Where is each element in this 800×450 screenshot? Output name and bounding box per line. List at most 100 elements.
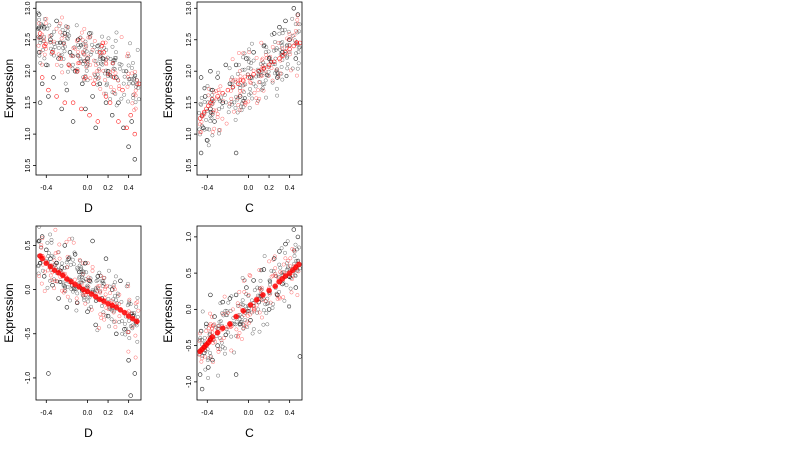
data-point: [206, 103, 211, 109]
background-sample-point: [282, 298, 287, 303]
background-sample-point: [81, 261, 86, 266]
background-sample-point: [89, 31, 94, 36]
data-point: [204, 106, 209, 112]
background-sample-point: [42, 269, 47, 274]
x-axis-label: D: [84, 426, 93, 440]
background-sample-point: [217, 107, 222, 111]
background-sample-point: [259, 66, 264, 71]
x-tick-label: 0.0: [244, 185, 254, 192]
background-sample-point: [127, 81, 131, 86]
background-sample-point: [98, 312, 103, 317]
background-sample-point: [246, 99, 251, 104]
x-tick-label: 0.2: [103, 185, 113, 192]
background-sample-point: [59, 63, 64, 68]
background-sample-point: [258, 62, 263, 66]
background-sample-point: [204, 137, 209, 142]
data-point: [203, 94, 208, 99]
data-point: [59, 106, 64, 112]
background-sample-point: [94, 50, 99, 55]
background-sample-point: [117, 320, 122, 324]
background-sample-point: [94, 75, 99, 80]
background-sample-point: [286, 266, 291, 271]
background-sample-point: [221, 98, 225, 103]
background-sample-point: [297, 45, 302, 50]
background-sample-point: [64, 239, 69, 244]
series-2: [197, 261, 302, 355]
background-sample-point: [220, 105, 224, 110]
background-sample-point: [290, 277, 294, 282]
background-sample-point: [208, 329, 213, 334]
background-sample-point: [111, 297, 116, 302]
background-sample-point: [70, 257, 75, 262]
background-sample-point: [286, 258, 291, 263]
fit-point: [209, 334, 216, 340]
background-sample-point: [285, 66, 290, 71]
background-sample-point: [95, 82, 100, 87]
x-axis-label: D: [84, 201, 93, 215]
data-point: [36, 12, 42, 17]
data-point: [126, 358, 131, 363]
background-sample-point: [53, 44, 58, 49]
background-sample-point: [113, 71, 118, 76]
background-sample-point: [120, 319, 125, 324]
background-sample-point: [85, 261, 90, 266]
data-point: [291, 6, 296, 11]
background-sample-point: [131, 81, 136, 86]
background-sample-point: [134, 78, 139, 83]
background-sample-point: [274, 46, 279, 51]
background-sample-point: [230, 57, 235, 62]
background-sample-point: [73, 286, 78, 291]
background-sample-point: [117, 61, 122, 66]
background-sample-point: [75, 291, 80, 296]
data-point: [72, 252, 78, 257]
data-point: [50, 50, 55, 55]
data-point: [122, 327, 127, 332]
background-sample-point: [77, 263, 82, 268]
background-sample-point: [59, 36, 64, 41]
data-point: [272, 31, 277, 36]
background-sample-point: [237, 82, 242, 87]
background-sample-point: [232, 100, 237, 105]
background-sample-point: [63, 81, 68, 86]
background-sample-point: [121, 69, 126, 74]
series-2: [37, 253, 140, 325]
background-sample-point: [105, 71, 110, 76]
background-sample-point: [40, 236, 45, 241]
y-tick-label: 10.5: [186, 159, 193, 173]
y-tick-label: 13.0: [25, 1, 32, 15]
background-sample-point: [92, 39, 97, 43]
background-sample-point: [206, 356, 211, 361]
background-sample-point: [62, 266, 67, 271]
background-sample-point: [60, 261, 64, 266]
background-sample-point: [241, 313, 246, 317]
background-sample-point: [45, 240, 50, 245]
background-sample-point: [82, 59, 87, 64]
chart-panel-3: -0.4 0.0 0.2 0.4 -1.0 -0.5 0.0 0.5 D Expression: [2, 225, 142, 440]
data-point: [205, 138, 210, 143]
background-sample-point: [289, 290, 294, 295]
background-sample-point: [271, 61, 276, 66]
background-sample-point: [83, 301, 88, 306]
background-sample-point: [126, 330, 131, 335]
data-point: [37, 260, 43, 266]
data-point: [293, 285, 298, 290]
background-sample-point: [48, 278, 53, 283]
background-sample-point: [102, 71, 107, 76]
background-sample-point: [274, 274, 279, 279]
data-point: [116, 119, 121, 124]
background-sample-point: [42, 34, 46, 39]
background-sample-point: [235, 335, 240, 340]
fit-point: [134, 318, 140, 325]
background-sample-point: [51, 48, 56, 52]
background-sample-point: [200, 309, 205, 314]
background-sample-point: [227, 101, 232, 106]
background-sample-point: [250, 298, 254, 303]
background-sample-point: [245, 313, 250, 318]
data-point: [266, 56, 272, 61]
fit-point: [214, 329, 221, 336]
fit-point: [129, 315, 136, 322]
background-sample-point: [82, 48, 87, 52]
y-tick-label: 11.0: [186, 127, 193, 140]
background-sample-point: [269, 32, 274, 37]
y-tick-label: 11.5: [186, 96, 193, 109]
